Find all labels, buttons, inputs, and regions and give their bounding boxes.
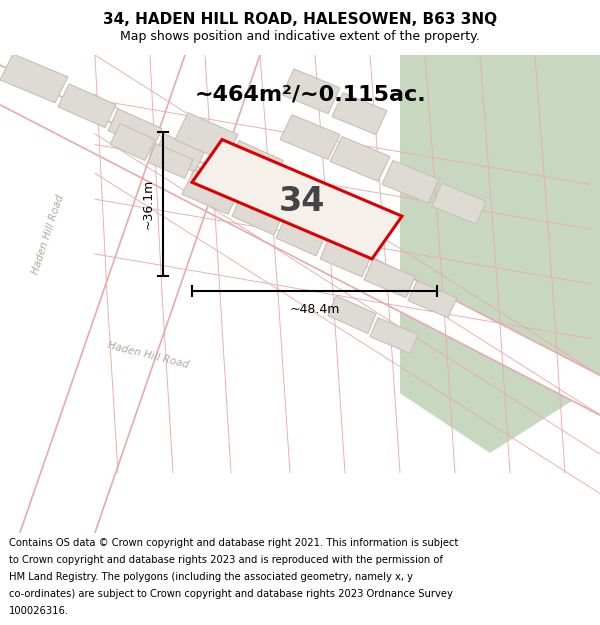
Text: Map shows position and indicative extent of the property.: Map shows position and indicative extent…: [120, 30, 480, 43]
Polygon shape: [332, 92, 387, 134]
Polygon shape: [148, 144, 193, 178]
Text: Haden Hill Road: Haden Hill Road: [106, 341, 190, 371]
Polygon shape: [328, 296, 376, 334]
Polygon shape: [192, 139, 402, 259]
Polygon shape: [228, 141, 283, 184]
Text: 34: 34: [279, 185, 325, 218]
Polygon shape: [330, 137, 390, 181]
Polygon shape: [110, 124, 155, 161]
Polygon shape: [364, 259, 415, 298]
Polygon shape: [408, 281, 457, 318]
Text: 100026316.: 100026316.: [9, 606, 69, 616]
Text: Contains OS data © Crown copyright and database right 2021. This information is : Contains OS data © Crown copyright and d…: [9, 538, 458, 548]
Polygon shape: [0, 65, 600, 415]
Text: ~464m²/~0.115ac.: ~464m²/~0.115ac.: [194, 85, 426, 105]
Polygon shape: [108, 109, 162, 151]
Polygon shape: [58, 84, 116, 127]
Text: co-ordinates) are subject to Crown copyright and database rights 2023 Ordnance S: co-ordinates) are subject to Crown copyr…: [9, 589, 453, 599]
Polygon shape: [382, 161, 439, 203]
Text: 34, HADEN HILL ROAD, HALESOWEN, B63 3NQ: 34, HADEN HILL ROAD, HALESOWEN, B63 3NQ: [103, 12, 497, 27]
Text: to Crown copyright and database rights 2023 and is reproduced with the permissio: to Crown copyright and database rights 2…: [9, 555, 443, 565]
Text: ~36.1m: ~36.1m: [142, 179, 155, 229]
Polygon shape: [155, 134, 204, 172]
Polygon shape: [232, 193, 284, 235]
Polygon shape: [282, 69, 340, 114]
Polygon shape: [276, 216, 326, 256]
Polygon shape: [432, 183, 486, 224]
Polygon shape: [280, 115, 340, 159]
Polygon shape: [370, 318, 418, 354]
Text: HM Land Registry. The polygons (including the associated geometry, namely x, y: HM Land Registry. The polygons (includin…: [9, 572, 413, 582]
Polygon shape: [320, 238, 371, 277]
Polygon shape: [0, 54, 68, 102]
Text: ~48.4m: ~48.4m: [289, 302, 340, 316]
Polygon shape: [175, 112, 238, 161]
Polygon shape: [400, 55, 600, 453]
Polygon shape: [182, 169, 240, 214]
Polygon shape: [20, 55, 260, 532]
Text: Haden Hill Road: Haden Hill Road: [31, 193, 65, 275]
